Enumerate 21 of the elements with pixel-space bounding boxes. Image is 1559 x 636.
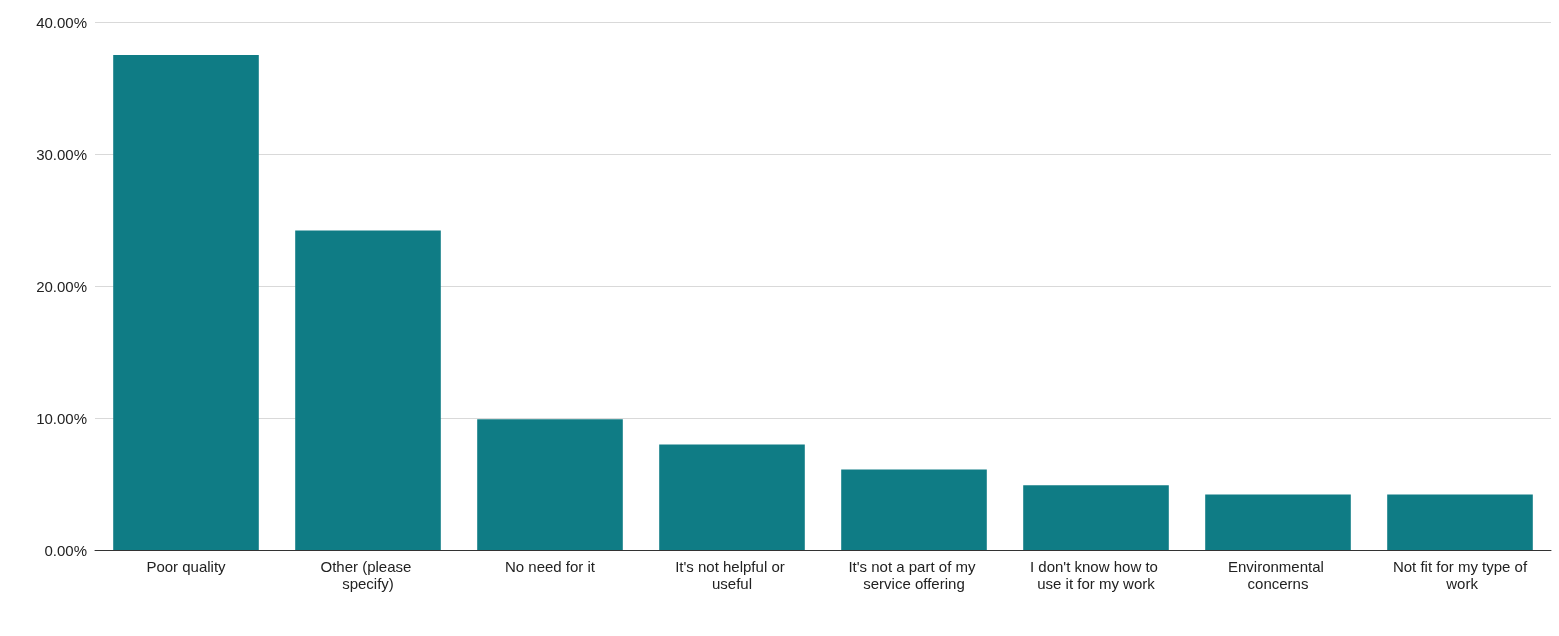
y-tick-label: 40.00% — [36, 13, 87, 31]
y-tick-label: 0.00% — [44, 541, 87, 559]
x-tick-label: I don't know how to use it for my work — [1029, 558, 1163, 592]
y-tick-label: 20.00% — [36, 277, 87, 295]
bar — [659, 444, 805, 550]
bar — [113, 55, 259, 550]
x-tick-label: Environmental concerns — [1227, 558, 1329, 592]
x-tick-label: Other (please specify) — [320, 558, 416, 592]
bar — [841, 469, 987, 550]
bar — [1023, 485, 1169, 550]
x-tick-label: No need for it — [504, 558, 596, 575]
y-tick-label: 10.00% — [36, 409, 87, 427]
x-tick-label: It's not helpful or useful — [675, 558, 789, 592]
y-tick-label: 30.00% — [36, 145, 87, 163]
bar — [477, 419, 623, 550]
x-tick-label: It's not a part of my service offering — [848, 558, 980, 592]
bar — [1387, 494, 1533, 550]
bar — [295, 230, 441, 550]
bar — [1205, 494, 1351, 550]
x-tick-label: Not fit for my type of work — [1392, 558, 1528, 592]
x-tick-label: Poor quality — [146, 558, 227, 575]
